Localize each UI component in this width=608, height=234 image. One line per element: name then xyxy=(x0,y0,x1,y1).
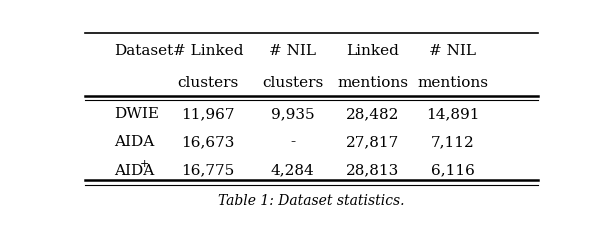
Text: # Linked: # Linked xyxy=(173,44,243,58)
Text: mentions: mentions xyxy=(337,76,409,90)
Text: 28,482: 28,482 xyxy=(346,107,399,121)
Text: 11,967: 11,967 xyxy=(181,107,235,121)
Text: Dataset: Dataset xyxy=(114,44,173,58)
Text: Linked: Linked xyxy=(347,44,399,58)
Text: 14,891: 14,891 xyxy=(426,107,480,121)
Text: clusters: clusters xyxy=(262,76,323,90)
Text: 9,935: 9,935 xyxy=(271,107,314,121)
Text: # NIL: # NIL xyxy=(429,44,477,58)
Text: # NIL: # NIL xyxy=(269,44,316,58)
Text: Table 1: Dataset statistics.: Table 1: Dataset statistics. xyxy=(218,194,405,208)
Text: clusters: clusters xyxy=(178,76,238,90)
Text: +: + xyxy=(140,159,150,169)
Text: DWIE: DWIE xyxy=(114,107,159,121)
Text: 16,775: 16,775 xyxy=(181,164,235,178)
Text: 6,116: 6,116 xyxy=(431,164,475,178)
Text: -: - xyxy=(290,135,295,150)
Text: 16,673: 16,673 xyxy=(181,135,235,150)
Text: 7,112: 7,112 xyxy=(431,135,475,150)
Text: 4,284: 4,284 xyxy=(271,164,314,178)
Text: AIDA: AIDA xyxy=(114,135,154,150)
Text: 27,817: 27,817 xyxy=(346,135,399,150)
Text: mentions: mentions xyxy=(418,76,488,90)
Text: AIDA: AIDA xyxy=(114,164,154,178)
Text: 28,813: 28,813 xyxy=(346,164,399,178)
